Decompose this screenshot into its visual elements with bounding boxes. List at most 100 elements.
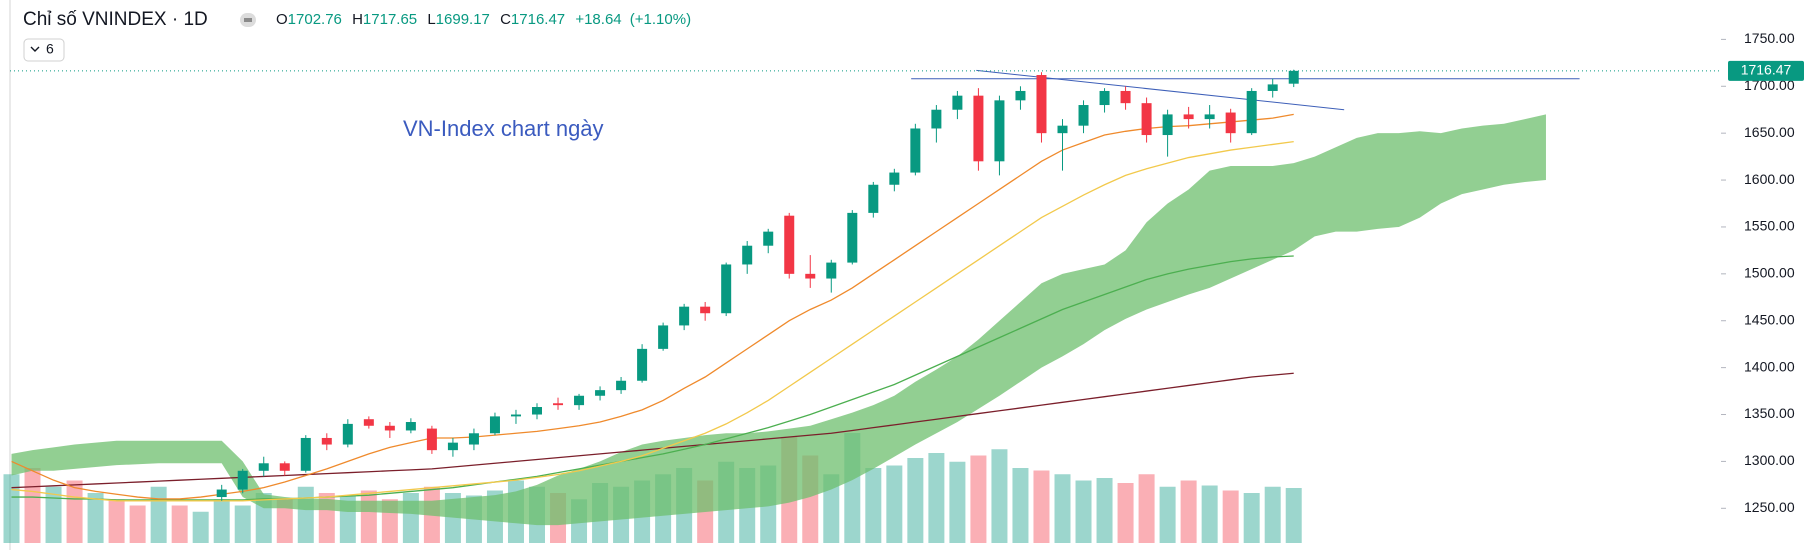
y-tick-label: 1700.00 [1744,77,1795,93]
volume-bar [45,486,62,543]
candle-body [363,419,374,426]
ohlc-letter: C [500,11,511,28]
moving-average [11,140,1294,502]
candle-body [763,231,774,246]
volume-bar [402,493,419,543]
volume-bar [865,468,882,543]
candle-body [973,95,984,162]
indicator-toggle[interactable] [23,38,65,62]
volume-bar [1264,486,1281,543]
candle-body [658,325,669,349]
volume-bar [1159,486,1176,543]
volume-bar [1285,488,1302,543]
ichimoku-cloud [11,114,1546,526]
candle-body [847,212,858,263]
candle-body [574,395,585,406]
ohlc-legend: O1702.76 H1717.65 L1699.17 C1716.47 +18.… [276,11,691,28]
y-tick-label: 1550.00 [1744,218,1795,234]
volume-bar [1138,474,1155,543]
candle-body [1141,103,1152,136]
candle-body [700,306,711,314]
volume-bar [1054,474,1071,543]
volume-bar [1117,483,1134,543]
volume-bar [1012,468,1029,543]
volume-bar [150,486,167,543]
candle-body [468,433,479,445]
volume-bar [192,511,209,543]
candle-body [426,428,437,451]
candle-body [616,380,627,391]
candle-body [826,262,837,279]
candle-body [1036,75,1047,134]
candle-body [237,470,248,490]
candle-body [721,264,732,314]
volume-bar [1180,480,1197,543]
volume-bar [1075,480,1092,543]
candle-body [405,422,416,431]
volume-bar [234,505,251,543]
moving-average [11,372,1294,489]
candle-body [553,403,564,406]
candle-body [532,407,542,415]
candle-body [868,184,879,213]
indicator-count: 6 [46,41,54,57]
volume-bar [213,499,230,543]
volume-bar [87,493,104,543]
volume-bar [24,468,41,543]
last-price-box [1728,60,1804,81]
volume-bar [1033,470,1050,543]
volume-bar [907,458,924,543]
candle-body [931,109,942,129]
volume-bar [970,455,987,543]
volume-bar [823,474,840,543]
y-tick-label: 1350.00 [1744,405,1795,421]
ohlc-value: 1717.65 [363,11,417,28]
last-price-label: 1716.47 [1741,62,1792,78]
volume-bar [360,490,377,543]
candle-body [1204,114,1215,120]
y-tick-label: 1450.00 [1744,311,1795,327]
volume-bar [3,474,20,543]
candle-body [1183,114,1194,120]
ohlc-letter: L [427,11,435,28]
chart-title: Chỉ số VNINDEX · 1D [23,9,208,30]
candle-body [489,416,500,434]
volume-bar [66,480,83,543]
y-tick-label: 1600.00 [1744,171,1795,187]
change-percent: (+1.10%) [630,11,691,28]
volume-bar [1201,485,1218,543]
candle-body [510,414,521,417]
candle-body [679,306,690,326]
candle-body [321,437,332,445]
ohlc-value: 1702.76 [288,11,342,28]
volume-bar [949,461,966,543]
plot-area [3,69,1721,543]
candle-body [1288,70,1299,84]
candle-body [1162,114,1173,136]
header: Chỉ số VNINDEX · 1D O1702.76 H1717.65 L1… [23,9,691,62]
candle-body [447,442,458,451]
volume-bar [129,505,146,543]
volume-bar [991,449,1008,543]
ohlc-letter: H [352,11,363,28]
y-tick-label: 1250.00 [1744,499,1795,515]
price-axis: 1250.00 1300.00 1350.00 1400.00 1450.00 1500.… [1721,30,1804,515]
candle-body [300,437,311,471]
candle-body [1267,84,1278,91]
ohlc-letter: O [276,11,288,28]
y-tick-label: 1650.00 [1744,124,1795,140]
candle-body [889,172,900,185]
candle-body [784,215,795,274]
candle-body [1078,105,1089,126]
candle-body [994,100,1005,162]
volume-bar [886,465,903,543]
candle-body [1246,90,1257,134]
candle-body [910,128,921,173]
candle-body [637,348,648,381]
candle-body [952,95,963,110]
candle-body [258,463,269,471]
